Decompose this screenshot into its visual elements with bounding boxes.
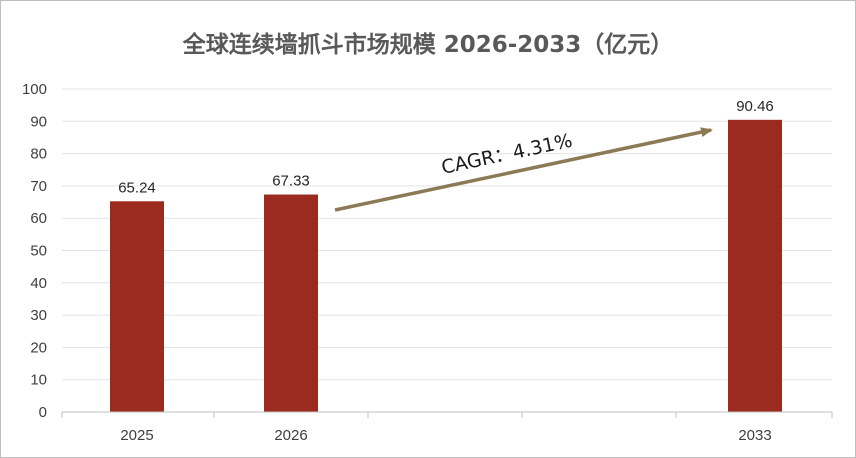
y-tick-label-60: 60: [30, 210, 47, 227]
y-tick-label-50: 50: [30, 243, 47, 260]
x-tick-label-2033: 2033: [738, 427, 771, 444]
x-tick-label-2026: 2026: [274, 427, 307, 444]
y-tick-label-0: 0: [39, 404, 47, 421]
y-tick-label-70: 70: [30, 178, 47, 195]
chart-title: 全球连续墙抓斗市场规模 2026-2033（亿元）: [182, 31, 674, 58]
y-axis-ticks: 0 10 20 30 40 50 60 70 80 90 100: [22, 81, 47, 421]
bar-2033: [728, 119, 782, 412]
y-tick-label-20: 20: [30, 339, 47, 356]
data-labels: 65.24 67.33 90.46: [118, 98, 774, 196]
y-tick-label-10: 10: [30, 372, 47, 389]
y-tick-label-30: 30: [30, 307, 47, 324]
x-tick-label-2025: 2025: [120, 427, 153, 444]
y-tick-label-90: 90: [30, 113, 47, 130]
bars: [110, 119, 782, 412]
cagr-annotation: CAGR：4.31%: [439, 130, 574, 179]
data-label-2026: 67.33: [272, 173, 310, 190]
data-label-2025: 65.24: [118, 179, 156, 196]
data-label-2033: 90.46: [736, 98, 774, 115]
gridlines: [62, 88, 832, 381]
bar-2025: [110, 201, 164, 412]
y-tick-label-100: 100: [22, 81, 47, 98]
bar-2026: [264, 194, 318, 412]
x-axis-ticks: 2025 2026 2033: [61, 412, 833, 444]
cagr-arrow: [334, 127, 713, 212]
y-tick-label-80: 80: [30, 146, 47, 163]
y-tick-label-40: 40: [30, 275, 47, 292]
